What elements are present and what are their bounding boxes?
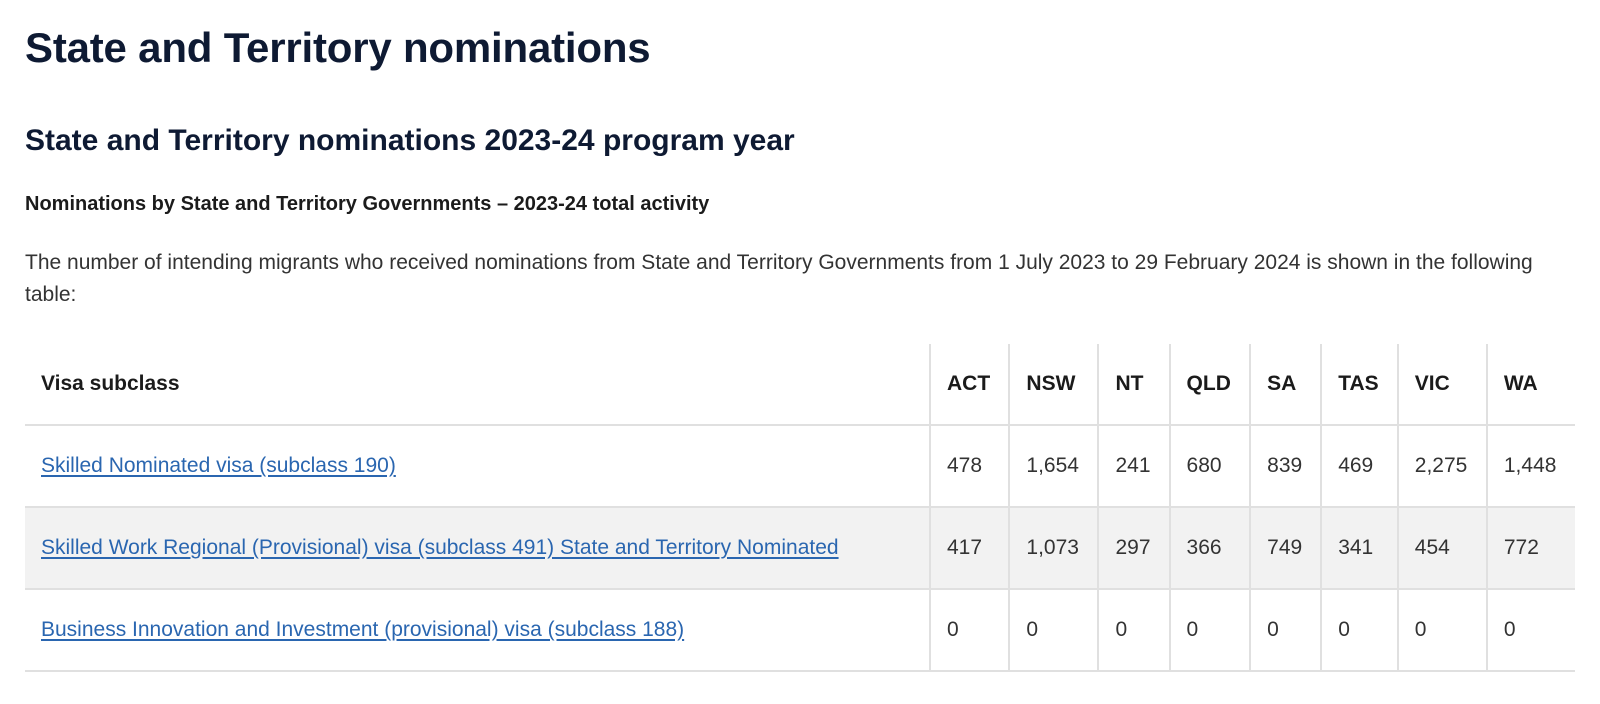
- header-nsw: NSW: [1008, 344, 1099, 426]
- header-vic: VIC: [1396, 344, 1487, 426]
- table-header-row: Visa subclass ACT NSW NT QLD SA TAS VIC …: [25, 344, 1575, 426]
- cell-wa: 772: [1485, 507, 1575, 590]
- cell-nsw: 1,654: [1008, 425, 1099, 508]
- cell-subclass: Skilled Nominated visa (subclass 190): [25, 425, 930, 508]
- cell-subclass: Skilled Work Regional (Provisional) visa…: [25, 507, 930, 590]
- intro-paragraph: The number of intending migrants who rec…: [25, 251, 1533, 306]
- cell-tas: 469: [1320, 425, 1398, 508]
- cell-wa: 0: [1485, 589, 1575, 672]
- page-title: State and Territory nominations: [25, 24, 651, 71]
- cell-act: 417: [928, 507, 1010, 590]
- header-sa: SA: [1249, 344, 1322, 426]
- header-nt: NT: [1097, 344, 1170, 426]
- cell-tas: 0: [1320, 589, 1398, 672]
- section-title: State and Territory nominations 2023-24 …: [25, 124, 795, 157]
- cell-subclass: Business Innovation and Investment (prov…: [25, 589, 930, 672]
- cell-act: 0: [928, 589, 1010, 672]
- visa-link-subclass-491[interactable]: Skilled Work Regional (Provisional) visa…: [41, 536, 839, 559]
- cell-wa: 1,448: [1485, 425, 1575, 508]
- table-row: Business Innovation and Investment (prov…: [25, 589, 1575, 672]
- cell-sa: 0: [1249, 589, 1322, 672]
- header-visa-subclass: Visa subclass: [25, 344, 930, 426]
- cell-sa: 839: [1249, 425, 1322, 508]
- cell-qld: 366: [1168, 507, 1251, 590]
- header-qld: QLD: [1168, 344, 1251, 426]
- cell-nsw: 0: [1008, 589, 1099, 672]
- cell-vic: 2,275: [1396, 425, 1487, 508]
- cell-tas: 341: [1320, 507, 1398, 590]
- nominations-table: Visa subclass ACT NSW NT QLD SA TAS VIC …: [25, 344, 1575, 672]
- table-row: Skilled Work Regional (Provisional) visa…: [25, 507, 1575, 590]
- table-heading: Nominations by State and Territory Gover…: [25, 193, 710, 215]
- visa-link-subclass-188[interactable]: Business Innovation and Investment (prov…: [41, 618, 685, 641]
- header-wa: WA: [1485, 344, 1575, 426]
- cell-vic: 0: [1396, 589, 1487, 672]
- cell-vic: 454: [1396, 507, 1487, 590]
- cell-act: 478: [928, 425, 1010, 508]
- cell-nt: 0: [1097, 589, 1170, 672]
- cell-nt: 297: [1097, 507, 1170, 590]
- header-act: ACT: [928, 344, 1010, 426]
- cell-qld: 680: [1168, 425, 1251, 508]
- cell-nt: 241: [1097, 425, 1170, 508]
- header-tas: TAS: [1320, 344, 1398, 426]
- visa-link-subclass-190[interactable]: Skilled Nominated visa (subclass 190): [41, 454, 396, 477]
- cell-qld: 0: [1168, 589, 1251, 672]
- cell-nsw: 1,073: [1008, 507, 1099, 590]
- table-row: Skilled Nominated visa (subclass 190) 47…: [25, 425, 1575, 508]
- cell-sa: 749: [1249, 507, 1322, 590]
